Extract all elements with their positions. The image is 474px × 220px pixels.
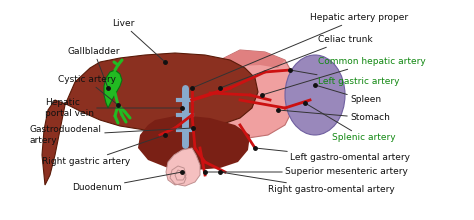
Text: Stomach: Stomach — [278, 110, 390, 123]
Polygon shape — [104, 70, 122, 108]
Text: Left gastro-omental artery: Left gastro-omental artery — [255, 148, 410, 163]
Text: Celiac trunk: Celiac trunk — [220, 35, 373, 88]
Text: Common hepatic artery: Common hepatic artery — [262, 57, 426, 95]
Ellipse shape — [285, 55, 345, 135]
Polygon shape — [138, 115, 250, 170]
Text: Spleen: Spleen — [315, 85, 381, 104]
Text: Hepatic artery proper: Hepatic artery proper — [192, 13, 408, 88]
Polygon shape — [42, 53, 258, 185]
Polygon shape — [212, 50, 295, 138]
Text: Right gastric artery: Right gastric artery — [42, 135, 165, 167]
Text: Splenic artery: Splenic artery — [305, 103, 396, 143]
Polygon shape — [166, 148, 200, 186]
Text: Duodenum: Duodenum — [72, 172, 182, 192]
Text: Liver: Liver — [112, 20, 165, 62]
Polygon shape — [220, 50, 285, 70]
Text: Cystic artery: Cystic artery — [58, 75, 118, 105]
Text: Left gastric artery: Left gastric artery — [290, 70, 400, 86]
Text: Superior mesenteric artery: Superior mesenteric artery — [205, 167, 408, 176]
Text: Right gastro-omental artery: Right gastro-omental artery — [220, 172, 395, 194]
Text: Gastroduodenal
artery: Gastroduodenal artery — [30, 125, 193, 145]
Text: Hepatic
portal vein: Hepatic portal vein — [45, 98, 182, 118]
Text: Gallbladder: Gallbladder — [68, 48, 120, 88]
